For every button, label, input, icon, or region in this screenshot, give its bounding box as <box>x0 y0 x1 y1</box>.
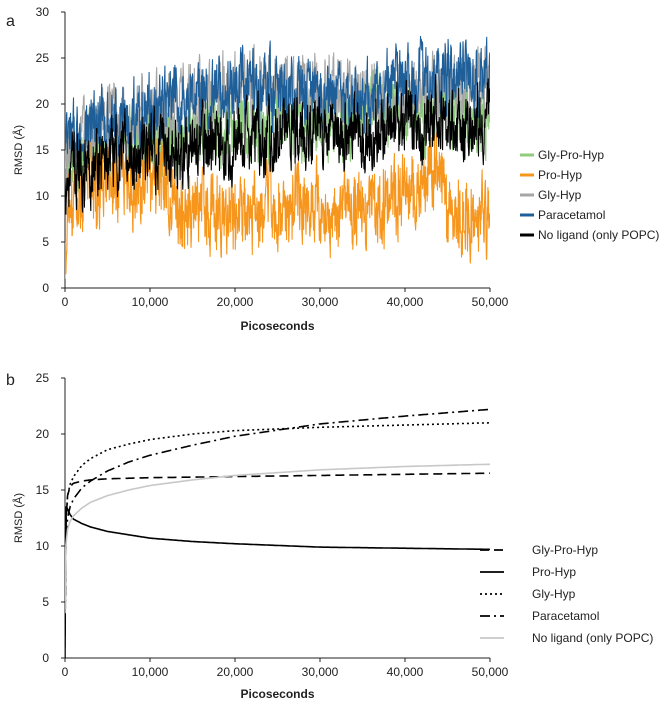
legend-label: Gly-Hyp <box>538 188 582 202</box>
y-tick-label: 5 <box>42 235 49 249</box>
chart-panel-b: b 0 5 10 15 20 25 0 10,000 20,000 30,000 40,000 50,0… <box>6 371 653 701</box>
plot-area <box>65 35 490 279</box>
y-axis-title: RMSD (Å) <box>12 125 25 175</box>
x-tick-label: 30,000 <box>302 665 339 679</box>
legend-label: Pro-Hyp <box>538 168 582 182</box>
legend-label: Gly-Hyp <box>532 587 576 601</box>
x-tick-label: 40,000 <box>387 295 424 309</box>
panel-label: a <box>6 13 15 30</box>
x-tick-label: 10,000 <box>132 665 169 679</box>
legend-label: No ligand (only POPC) <box>532 631 653 645</box>
y-tick-label: 30 <box>36 5 50 19</box>
x-tick-label: 50,000 <box>472 665 509 679</box>
series-line-no-ligand-only-popc <box>65 73 490 215</box>
series-line-paracetamol <box>65 35 490 186</box>
x-axis-title: Picoseconds <box>240 687 314 701</box>
x-tick-label: 50,000 <box>472 295 509 309</box>
y-tick-label: 15 <box>36 483 50 497</box>
x-tick-label: 40,000 <box>387 665 424 679</box>
legend-label: Paracetamol <box>532 609 599 623</box>
series-line-paracetamol <box>65 408 490 637</box>
y-tick-label: 0 <box>42 651 49 665</box>
series-line-pro-hyp <box>65 130 490 279</box>
legend-label: Pro-Hyp <box>532 565 576 579</box>
y-axis-title: RMSD (Å) <box>12 493 25 543</box>
plot-area <box>65 408 490 658</box>
legend-label: Paracetamol <box>538 208 605 222</box>
panel-label: b <box>6 372 15 389</box>
x-axis-title: Picoseconds <box>240 319 314 333</box>
x-tick-label: 0 <box>62 665 69 679</box>
legend: Gly-Pro-Hyp Pro-Hyp Gly-Hyp Paracetamol No l… <box>480 543 653 645</box>
x-tick-label: 30,000 <box>302 295 339 309</box>
y-tick-label: 15 <box>36 143 50 157</box>
y-tick-label: 25 <box>36 371 50 385</box>
y-tick-label: 20 <box>36 97 50 111</box>
y-tick-label: 20 <box>36 427 50 441</box>
x-tick-label: 10,000 <box>132 295 169 309</box>
y-tick-label: 5 <box>42 595 49 609</box>
y-tick-label: 10 <box>36 189 50 203</box>
legend: Gly-Pro-Hyp Pro-Hyp Gly-Hyp Paracetamol No l… <box>520 148 659 242</box>
x-tick-label: 20,000 <box>217 665 254 679</box>
legend-label: Gly-Pro-Hyp <box>532 543 598 557</box>
x-tick-label: 0 <box>62 295 69 309</box>
series-line-gly-pro-hyp <box>65 472 490 626</box>
series-line-gly-hyp <box>65 421 490 626</box>
x-tick-label: 20,000 <box>217 295 254 309</box>
legend-label: Gly-Pro-Hyp <box>538 148 604 162</box>
series-line-no-ligand-only-popc <box>65 463 490 614</box>
chart-panel-a: a 0 5 10 15 20 25 30 0 10,000 20,000 30,000 40,000 50… <box>6 5 659 333</box>
y-tick-label: 25 <box>36 51 50 65</box>
y-tick-label: 0 <box>42 281 49 295</box>
legend-label: No ligand (only POPC) <box>538 228 659 242</box>
y-tick-label: 10 <box>36 539 50 553</box>
series-line-pro-hyp <box>65 505 490 658</box>
